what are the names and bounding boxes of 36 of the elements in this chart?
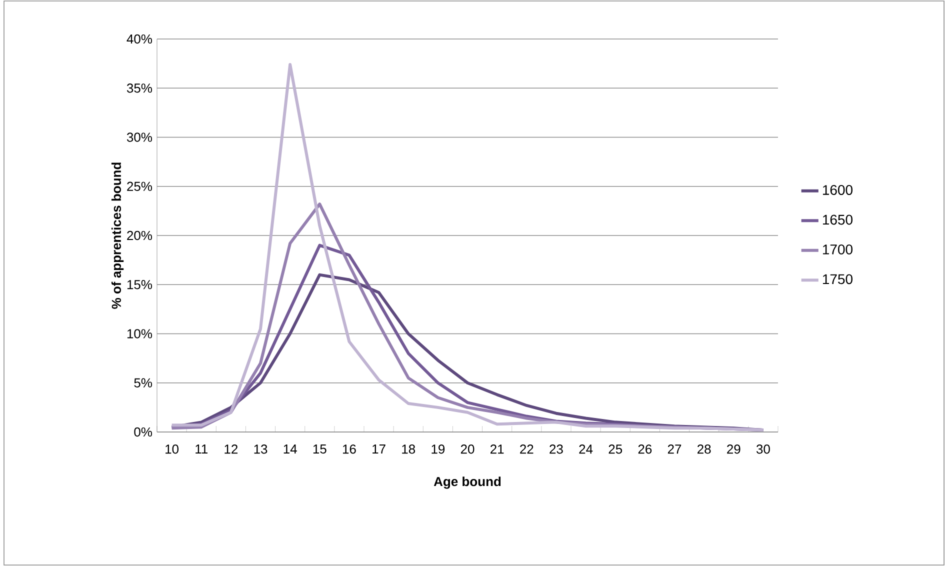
x-tick-label: 27 — [668, 444, 682, 454]
x-tick-label: 22 — [520, 444, 534, 454]
x-tick-label: 19 — [432, 444, 445, 454]
y-tick-label: 0% — [134, 427, 152, 437]
x-tick-label: 28 — [698, 444, 711, 454]
x-tick-label: 15 — [313, 444, 326, 454]
legend-label: 1600 — [822, 185, 853, 195]
x-tick-label: 18 — [402, 444, 416, 454]
x-tick-label: 20 — [460, 444, 474, 454]
x-tick-label: 23 — [550, 444, 563, 454]
x-tick-label: 24 — [579, 444, 593, 454]
x-tick-label: 16 — [342, 444, 356, 454]
y-tick-label: 25% — [127, 182, 152, 191]
y-tick-label: 30% — [126, 132, 152, 142]
x-tick-label: 17 — [372, 444, 386, 454]
legend-label: 1650 — [822, 214, 853, 225]
x-tick-label: 13 — [254, 444, 268, 454]
x-tick-label: 12 — [224, 444, 238, 454]
x-tick-label: 10 — [166, 444, 179, 454]
legend-label: 1700 — [822, 244, 853, 254]
y-tick-label: 15% — [127, 280, 152, 290]
y-tick-label: 20% — [127, 230, 152, 240]
x-axis-title: Age bound — [434, 476, 501, 489]
y-tick-label: 35% — [126, 84, 152, 93]
x-tick-label: 30 — [756, 444, 770, 454]
y-tick-label: 10% — [127, 329, 152, 338]
y-axis-title: % of apprentices bound — [111, 162, 124, 309]
x-tick-label: 29 — [727, 444, 740, 454]
legend-label: 1750 — [822, 274, 853, 284]
x-tick-label: 21 — [490, 444, 504, 454]
y-tick-label: 5% — [134, 378, 152, 388]
x-tick-label: 11 — [196, 444, 208, 454]
x-tick-label: 14 — [284, 444, 297, 454]
x-tick-label: 25 — [608, 444, 622, 454]
y-tick-label: 40% — [126, 34, 152, 44]
x-tick-label: 26 — [638, 444, 652, 454]
